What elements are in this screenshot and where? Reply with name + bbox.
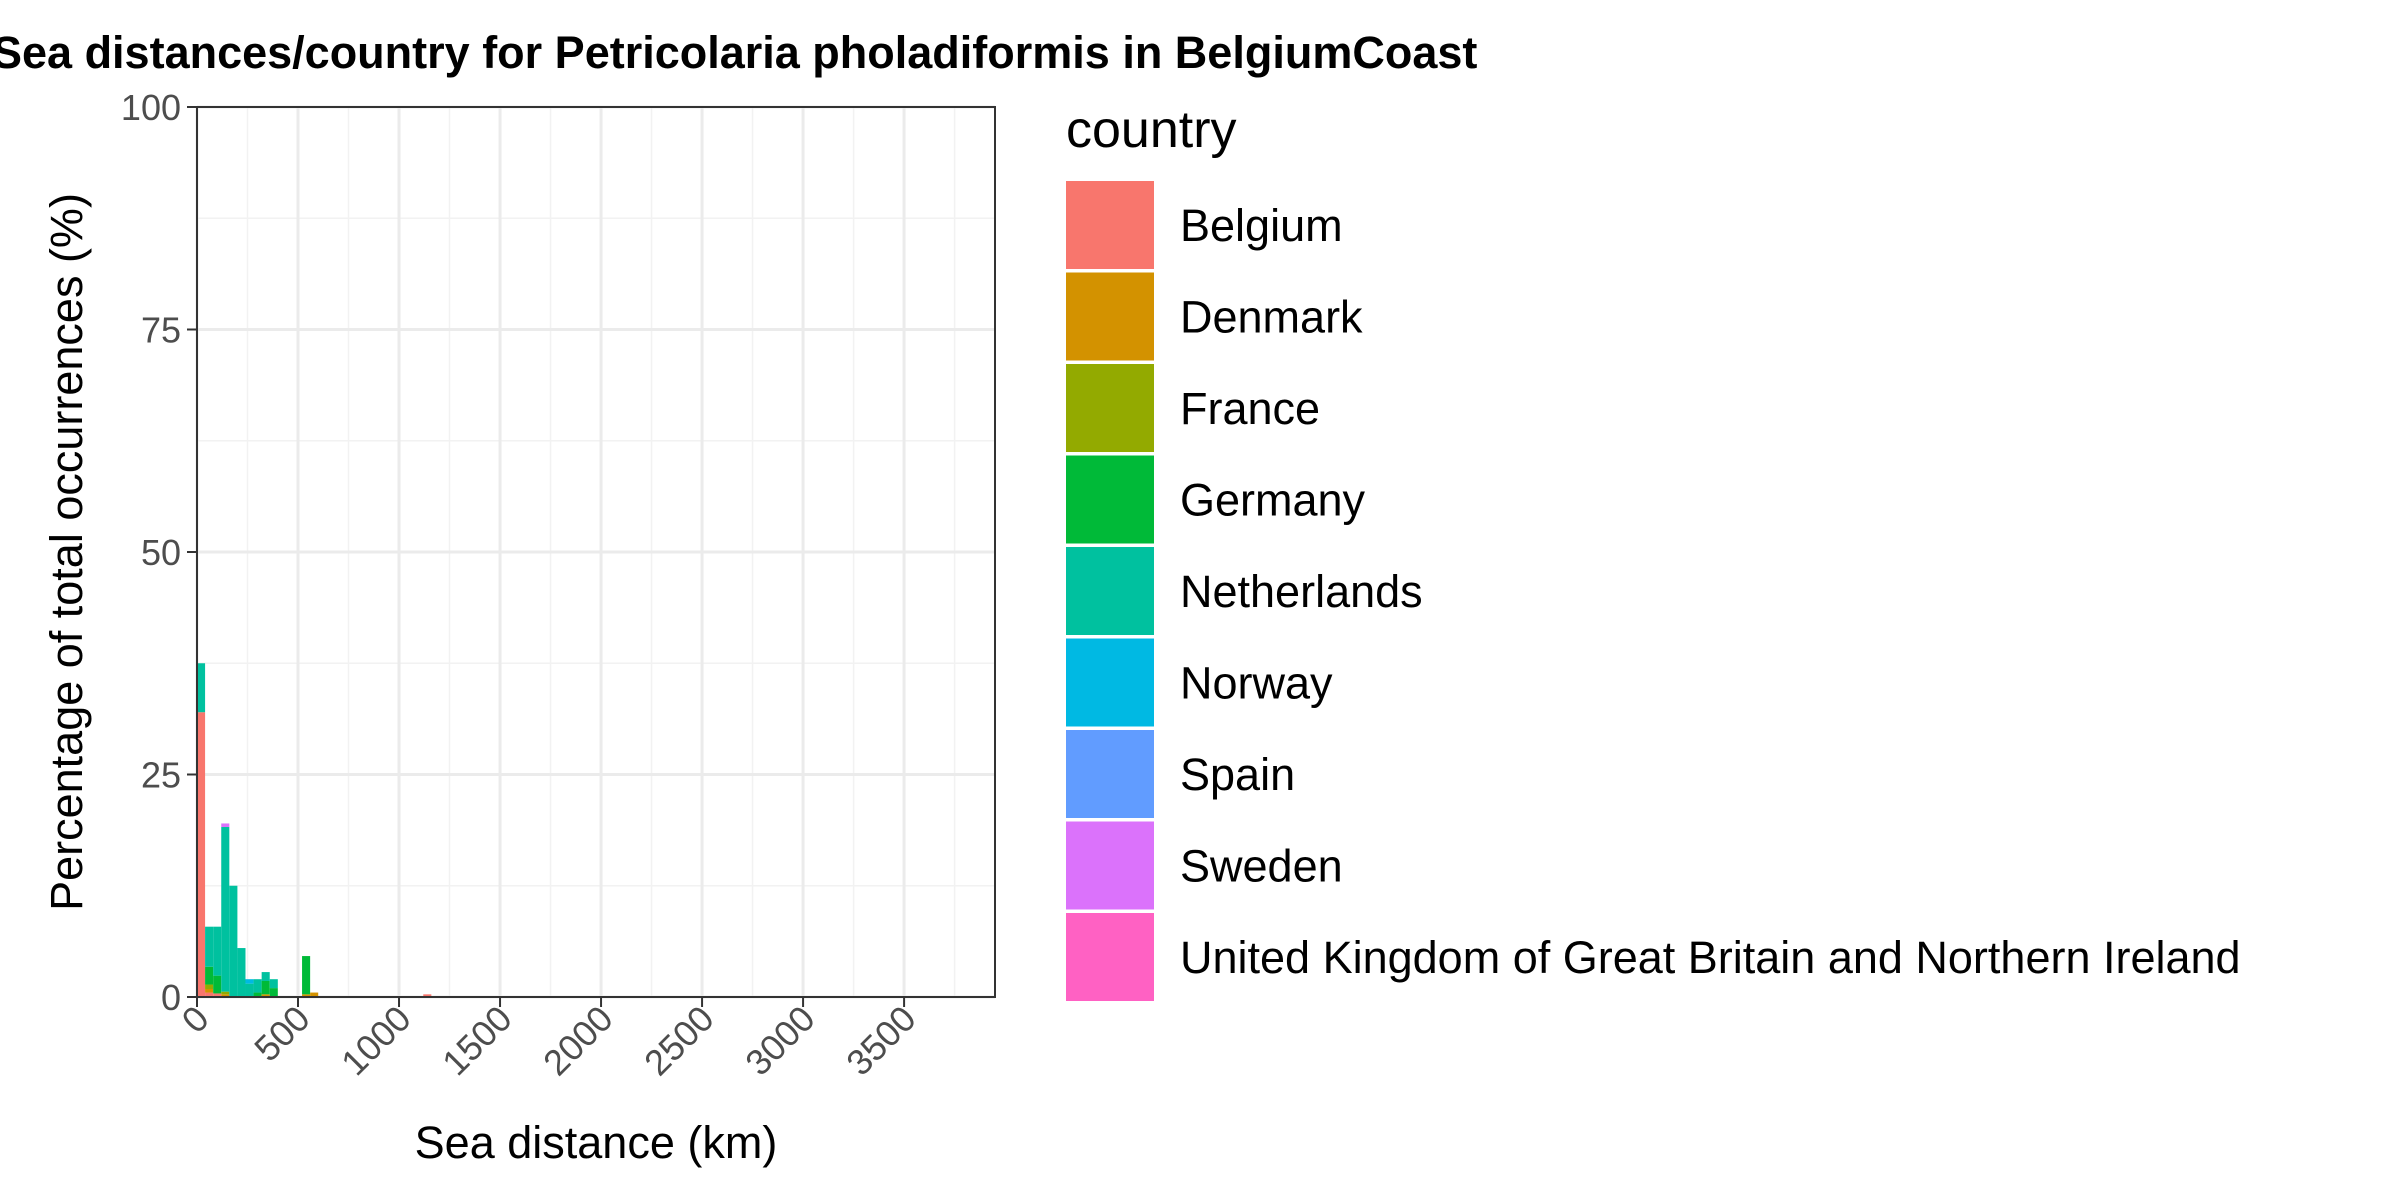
bar-segment xyxy=(205,984,214,989)
bar-segment xyxy=(302,994,311,997)
chart-title: Sea distances/country for Petricolaria p… xyxy=(0,27,1477,78)
legend-label: Denmark xyxy=(1180,292,1363,343)
legend-label: Sweden xyxy=(1180,841,1343,892)
x-tick-label: 3500 xyxy=(838,998,924,1084)
bar-segment xyxy=(205,926,214,967)
grid-major xyxy=(195,105,995,999)
bar-segment xyxy=(261,994,270,997)
bar-segment xyxy=(221,991,230,995)
bar-segment xyxy=(245,983,254,997)
x-tick-label: 1500 xyxy=(434,998,520,1084)
legend-key xyxy=(1066,272,1154,361)
legend-label: United Kingdom of Great Britain and Nort… xyxy=(1180,932,2241,983)
legend-key xyxy=(1066,547,1154,635)
bar-segment xyxy=(229,885,238,997)
bar-segment xyxy=(213,926,222,976)
legend-key xyxy=(1066,181,1154,269)
bar-segment xyxy=(213,993,222,997)
bar-segment xyxy=(253,992,262,997)
legend-key xyxy=(1066,364,1154,452)
bar-segment xyxy=(221,823,230,828)
bar-segment xyxy=(205,992,214,997)
bar-segment xyxy=(197,663,206,713)
y-tick-label: 25 xyxy=(141,755,181,796)
x-tick-label: 2000 xyxy=(535,998,621,1084)
bar-segment xyxy=(302,956,311,995)
bar-segment xyxy=(261,980,270,995)
x-tick-label: 500 xyxy=(246,998,317,1069)
bar-segment xyxy=(253,979,262,993)
x-tick-label: 2500 xyxy=(636,998,722,1084)
bar-segment xyxy=(269,988,278,997)
x-axis: 0 500 1000 1500 2000 2500 3000 3500 xyxy=(174,997,924,1083)
bar-segment xyxy=(310,992,319,997)
x-axis-title: Sea distance (km) xyxy=(415,1117,778,1168)
bars xyxy=(197,663,432,997)
legend-key xyxy=(1066,638,1154,727)
legend-key xyxy=(1066,913,1154,1001)
bar-segment xyxy=(205,966,214,985)
bar-segment xyxy=(221,827,230,992)
legend-key xyxy=(1066,730,1154,818)
legend-label: Belgium xyxy=(1180,200,1343,251)
y-axis-title: Percentage of total occurrences (%) xyxy=(41,193,92,911)
legend-label: Germany xyxy=(1180,475,1366,526)
bar-segment xyxy=(245,979,254,984)
bar-segment xyxy=(221,994,230,997)
x-tick-label: 1000 xyxy=(333,998,419,1084)
y-tick-label: 100 xyxy=(121,87,181,128)
x-tick-label: 3000 xyxy=(737,998,823,1084)
legend-label: Netherlands xyxy=(1180,566,1423,617)
x-tick-label: 0 xyxy=(174,998,217,1041)
legend: country Belgium Denmark France Germany Nethe… xyxy=(1066,101,2241,1001)
legend-key xyxy=(1066,455,1154,544)
y-axis: 0 25 50 75 100 xyxy=(121,87,197,1018)
y-tick-label: 0 xyxy=(161,977,181,1018)
legend-label: France xyxy=(1180,383,1320,434)
y-tick-label: 50 xyxy=(141,532,181,573)
legend-label: Spain xyxy=(1180,749,1295,800)
legend-label: Norway xyxy=(1180,658,1333,709)
bar-segment xyxy=(205,988,214,993)
legend-key xyxy=(1066,821,1154,910)
bar-segment xyxy=(197,712,206,997)
bar-segment xyxy=(423,994,432,997)
bar-segment xyxy=(237,948,246,997)
legend-title: country xyxy=(1066,101,1237,159)
y-tick-label: 75 xyxy=(141,310,181,351)
bar-segment xyxy=(213,975,222,994)
bar-segment xyxy=(261,972,270,981)
bar-segment xyxy=(269,979,278,989)
